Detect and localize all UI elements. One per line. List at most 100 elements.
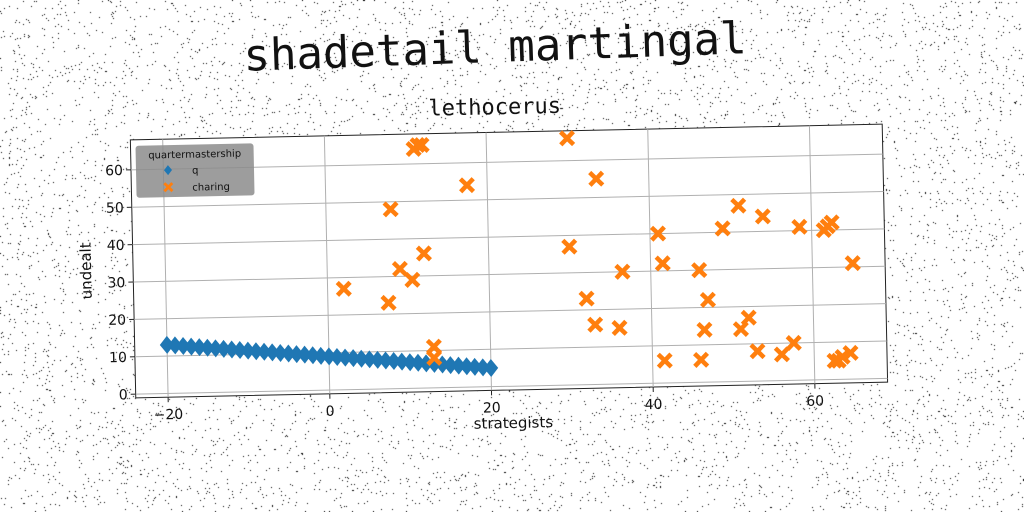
y-gridline (135, 377, 888, 395)
x-gridline (808, 125, 816, 384)
charing-point (558, 130, 576, 147)
y-tick-label: 40 (107, 238, 125, 254)
charing-point (691, 262, 708, 279)
q-point (410, 353, 426, 372)
q-point (451, 356, 466, 375)
charing-point (588, 170, 605, 187)
q-point (378, 351, 393, 370)
q-point (184, 337, 199, 356)
charing-point (732, 320, 750, 338)
x-tick-label: 0 (326, 404, 335, 420)
axis-ticks: −20 0 20 40 60 0 10 20 30 40 50 60 (105, 163, 824, 424)
y-gridline (132, 228, 885, 246)
q-point (419, 354, 434, 373)
charing-point (415, 245, 432, 262)
legend-label-q: q (192, 166, 199, 177)
charing-point (335, 280, 352, 297)
charing-point (740, 309, 757, 326)
charing-point (587, 316, 604, 333)
q-point (224, 340, 240, 359)
q-point (362, 350, 377, 369)
q-point (167, 336, 183, 355)
charing-point (749, 343, 766, 360)
q-point (159, 335, 175, 354)
q-point (248, 342, 264, 361)
charing-point (791, 218, 808, 235)
y-gridline (134, 303, 886, 320)
charing-point (458, 177, 476, 194)
q-point (402, 353, 418, 372)
y-tick-label: 10 (109, 350, 127, 366)
legend-marker-charing (163, 182, 174, 193)
q-point (321, 347, 337, 366)
charing-point (391, 260, 409, 278)
y-axis-label: undealt (76, 242, 95, 299)
q-point (394, 352, 410, 371)
q-point (386, 352, 402, 371)
legend-title: quartermastership (148, 149, 241, 162)
charing-point (826, 352, 843, 369)
chart-title: lethocerus (428, 94, 561, 122)
q-point (257, 342, 272, 361)
charing-point (773, 346, 790, 363)
grid (130, 125, 888, 398)
charing-point (380, 294, 397, 311)
charing-point (785, 334, 802, 352)
q-point (483, 358, 499, 377)
q-point (329, 348, 345, 366)
q-point (297, 345, 312, 364)
charing-point (413, 136, 430, 154)
q-point (475, 358, 491, 377)
y-gridline (131, 190, 884, 208)
charing-point (409, 137, 426, 154)
charing-point (656, 352, 673, 369)
q-point (313, 346, 329, 365)
legend-marker-q (164, 165, 173, 176)
q-point (192, 338, 207, 357)
q-point (281, 344, 296, 363)
plot-area (129, 123, 889, 399)
x-tick-label: −20 (154, 407, 184, 424)
q-point (459, 357, 474, 376)
x-tick-label: 60 (806, 393, 824, 409)
charing-point (611, 319, 628, 336)
charing-point (425, 338, 443, 355)
y-tick-label: 60 (105, 163, 123, 179)
charing-point (649, 225, 667, 242)
q-point (208, 339, 223, 358)
charing-point (730, 197, 747, 214)
charing-point (614, 263, 631, 280)
q-point (216, 339, 231, 358)
charing-point (693, 351, 710, 368)
q-point (443, 356, 458, 375)
q-point (176, 337, 191, 356)
charing-point (842, 344, 859, 362)
y-tick-label: 0 (119, 387, 128, 403)
y-tick-label: 30 (107, 275, 125, 291)
x-gridline (485, 132, 492, 391)
charing-point (844, 255, 861, 272)
x-gridline (647, 129, 654, 388)
q-point (346, 349, 361, 368)
y-gridline (133, 265, 886, 283)
charing-point (654, 255, 671, 272)
y-tick-label: 50 (106, 200, 124, 216)
series-q (159, 335, 499, 377)
q-point (289, 345, 304, 364)
q-point (273, 343, 288, 362)
y-gridline (130, 153, 883, 171)
legend-label-charing: charing (192, 182, 230, 194)
x-tick-label: 20 (483, 400, 501, 416)
charing-point (714, 220, 731, 237)
y-tick-label: 20 (108, 313, 126, 329)
q-point (265, 343, 280, 362)
charing-point (834, 348, 851, 365)
series-charing (335, 130, 861, 369)
charing-point (754, 208, 771, 225)
charing-point (382, 201, 399, 218)
charing-point (561, 238, 578, 255)
charing-point (699, 291, 717, 308)
q-point (354, 349, 369, 368)
charing-point (578, 290, 595, 307)
